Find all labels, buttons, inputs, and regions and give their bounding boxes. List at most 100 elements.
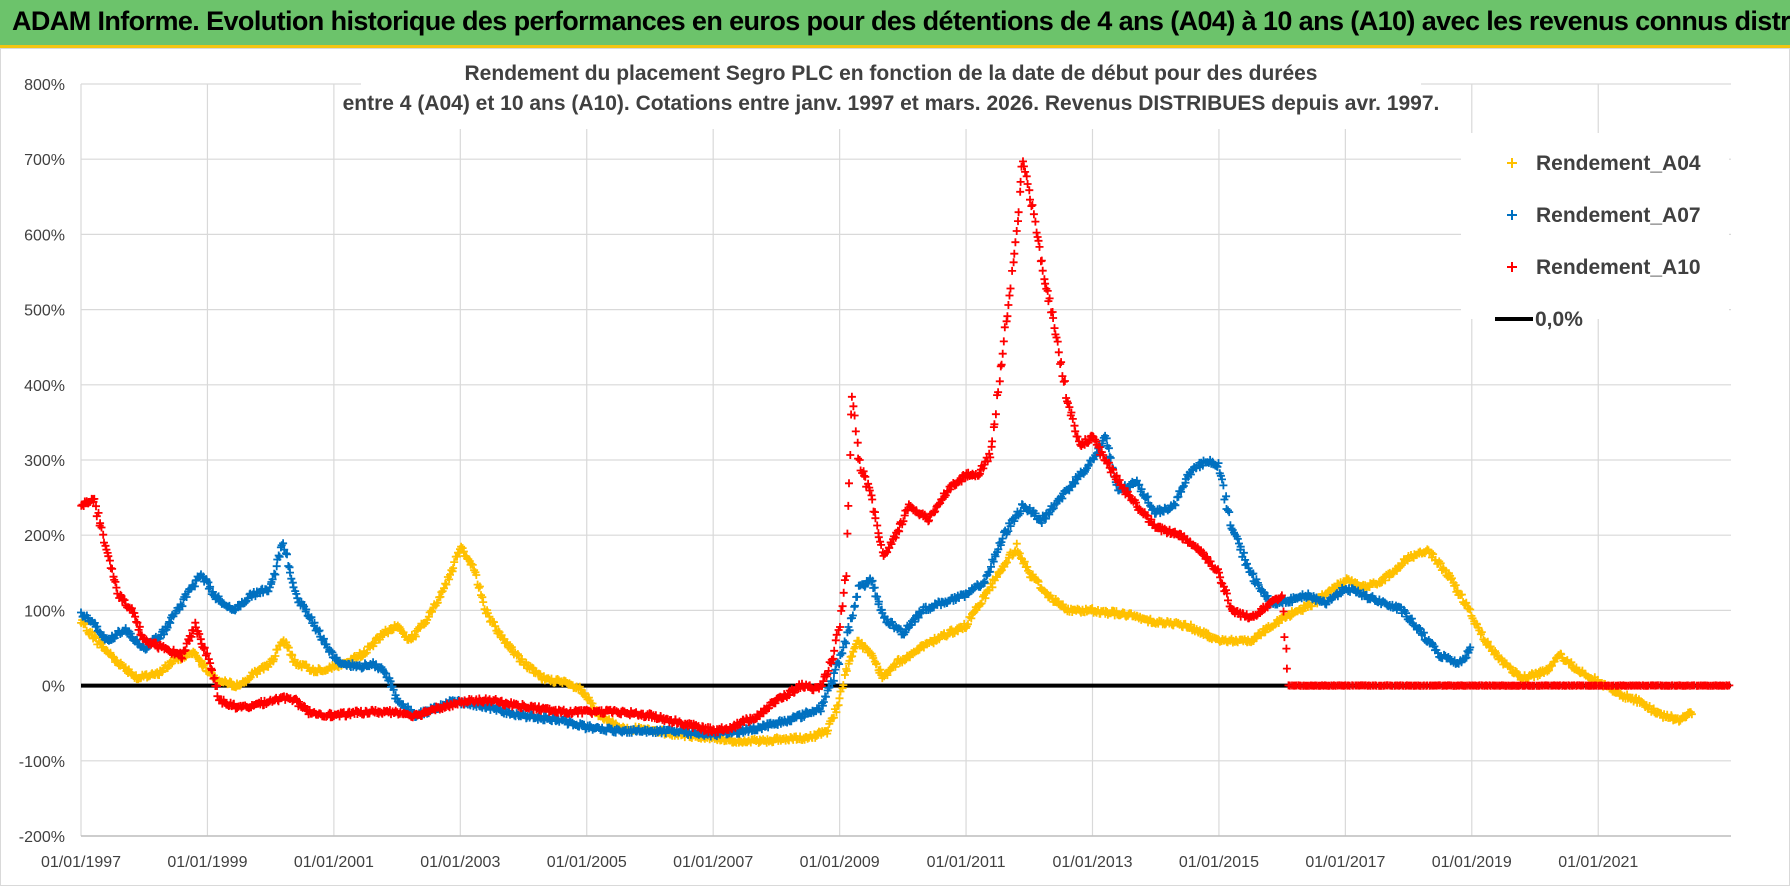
point-rendement-a10 xyxy=(1206,557,1215,566)
point-rendement-a10 xyxy=(946,485,955,494)
point-rendement-a10 xyxy=(1026,195,1034,204)
point-rendement-a07 xyxy=(850,601,859,610)
point-rendement-a04 xyxy=(839,681,848,690)
point-rendement-a04 xyxy=(842,667,851,675)
point-rendement-a10 xyxy=(1003,312,1012,321)
point-rendement-a10 xyxy=(899,517,908,526)
point-rendement-a10 xyxy=(1045,294,1054,303)
point-rendement-a07 xyxy=(839,643,848,652)
point-rendement-a07 xyxy=(873,592,882,601)
point-rendement-a10 xyxy=(1725,681,1734,690)
point-rendement-a04 xyxy=(200,660,209,669)
point-rendement-a10 xyxy=(1058,372,1067,381)
point-rendement-a10 xyxy=(1073,432,1082,441)
point-rendement-a10 xyxy=(105,556,114,565)
point-rendement-a10 xyxy=(1068,414,1077,423)
point-rendement-a07 xyxy=(1171,501,1180,510)
point-rendement-a10 xyxy=(1277,591,1286,600)
point-rendement-a10 xyxy=(497,696,506,705)
point-rendement-a07 xyxy=(989,557,998,566)
point-rendement-a04 xyxy=(883,671,892,680)
point-rendement-a10 xyxy=(771,699,780,708)
point-rendement-a07 xyxy=(1233,534,1242,543)
y-tick-label: 800% xyxy=(24,77,65,94)
point-rendement-a07 xyxy=(868,576,877,585)
point-rendement-a10 xyxy=(839,588,848,597)
point-rendement-a07 xyxy=(1466,643,1475,652)
point-rendement-a10 xyxy=(417,711,426,720)
point-rendement-a07 xyxy=(1252,575,1261,584)
point-rendement-a07 xyxy=(1216,471,1225,480)
point-rendement-a10 xyxy=(895,527,904,536)
point-rendement-a07 xyxy=(1224,506,1232,515)
point-rendement-a10 xyxy=(1014,208,1023,217)
point-rendement-a10 xyxy=(104,552,113,561)
point-rendement-a07 xyxy=(980,578,989,587)
point-rendement-a04 xyxy=(474,583,483,592)
point-rendement-a04 xyxy=(1557,650,1566,659)
point-rendement-a10 xyxy=(1057,358,1066,367)
point-rendement-a07 xyxy=(1010,517,1019,526)
point-rendement-a10 xyxy=(94,508,103,517)
point-rendement-a07 xyxy=(1227,524,1236,533)
point-rendement-a07 xyxy=(160,630,168,639)
point-rendement-a04 xyxy=(468,560,477,569)
point-rendement-a07 xyxy=(816,707,825,716)
point-rendement-a10 xyxy=(819,677,828,686)
point-rendement-a10 xyxy=(1037,256,1046,265)
point-rendement-a10 xyxy=(986,453,995,462)
point-rendement-a07 xyxy=(389,685,398,694)
point-rendement-a10 xyxy=(204,655,213,664)
point-rendement-a04 xyxy=(399,628,408,637)
point-rendement-a10 xyxy=(941,491,950,500)
point-rendement-a07 xyxy=(874,597,883,606)
point-rendement-a04 xyxy=(993,573,1001,581)
point-rendement-a10 xyxy=(1067,408,1076,417)
point-rendement-a10 xyxy=(1124,490,1133,499)
point-rendement-a07 xyxy=(279,539,288,548)
series-rendement-a10 xyxy=(77,157,1734,737)
x-tick-label: 01/01/1997 xyxy=(41,854,121,871)
point-rendement-a10 xyxy=(873,521,882,530)
point-rendement-a10 xyxy=(1099,451,1108,459)
point-rendement-a07 xyxy=(1037,519,1046,527)
legend-label: 0,0% xyxy=(1535,308,1583,331)
y-tick-label: 0% xyxy=(42,679,65,696)
point-rendement-a04 xyxy=(977,599,986,608)
point-rendement-a10 xyxy=(988,437,997,446)
point-rendement-a10 xyxy=(1203,552,1212,561)
point-rendement-a10 xyxy=(999,337,1008,346)
point-rendement-a07 xyxy=(268,575,277,584)
point-rendement-a07 xyxy=(302,605,311,614)
point-rendement-a04 xyxy=(872,659,881,668)
point-rendement-a07 xyxy=(292,589,301,598)
point-rendement-a07 xyxy=(819,698,828,706)
point-rendement-a10 xyxy=(1222,589,1231,598)
point-rendement-a10 xyxy=(1004,301,1013,309)
point-rendement-a04 xyxy=(1003,558,1011,567)
point-rendement-a04 xyxy=(834,701,843,710)
point-rendement-a10 xyxy=(1019,162,1028,171)
point-rendement-a10 xyxy=(1025,186,1034,195)
point-rendement-a07 xyxy=(206,582,215,591)
point-rendement-a10 xyxy=(200,643,209,652)
point-rendement-a07 xyxy=(163,623,172,632)
point-rendement-a10 xyxy=(837,606,846,615)
point-rendement-a07 xyxy=(1177,487,1186,496)
point-rendement-a10 xyxy=(127,604,136,613)
point-rendement-a07 xyxy=(1132,476,1141,485)
point-rendement-a07 xyxy=(888,618,897,626)
point-rendement-a04 xyxy=(850,644,859,653)
point-rendement-a04 xyxy=(1447,574,1456,583)
point-rendement-a04 xyxy=(428,607,436,616)
point-rendement-a10 xyxy=(1065,403,1074,412)
point-rendement-a10 xyxy=(827,655,836,664)
point-rendement-a07 xyxy=(1137,485,1146,494)
point-rendement-a10 xyxy=(836,623,844,631)
point-rendement-a10 xyxy=(1028,201,1037,209)
point-rendement-a10 xyxy=(131,612,140,621)
point-rendement-a07 xyxy=(1004,527,1013,536)
x-tick-label: 01/01/2021 xyxy=(1558,854,1638,871)
point-rendement-a10 xyxy=(1029,210,1038,219)
point-rendement-a10 xyxy=(1041,279,1050,288)
